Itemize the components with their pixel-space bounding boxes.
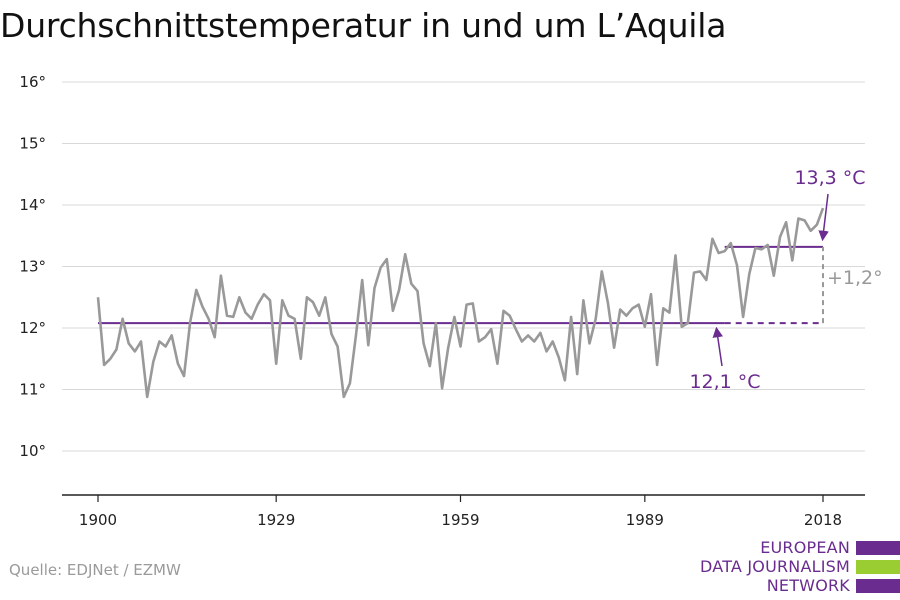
y-tick-label: 12° [19, 319, 46, 337]
annotation-delta: +1,2° [827, 267, 883, 289]
source-note: Quelle: EDJNet / EZMW [9, 561, 181, 579]
annotation-baseline-arrow [712, 326, 723, 367]
x-tick-label: 1989 [626, 511, 664, 529]
y-tick-label: 15° [19, 135, 46, 153]
logo-bar-purple-bottom [856, 579, 900, 593]
y-tick-label: 10° [19, 442, 46, 460]
grid [62, 81, 865, 452]
x-tick-label: 2018 [804, 511, 842, 529]
temperature-series-line [96, 207, 825, 399]
edjnet-logo: EUROPEAN DATA JOURNALISM NETWORK [700, 538, 900, 598]
logo-line-1: EUROPEAN [760, 538, 850, 557]
series [96, 207, 825, 399]
annotation-recent-mean: 13,3 °C [794, 167, 865, 189]
annotation-recent-arrow [818, 193, 829, 242]
y-tick-label: 14° [19, 196, 46, 214]
x-tick-label: 1959 [441, 511, 479, 529]
y-tick-label: 13° [19, 258, 46, 276]
logo-line-2: DATA JOURNALISM [700, 557, 850, 576]
logo-line-3: NETWORK [766, 576, 850, 595]
page-title: Durchschnittstemperatur in und um L’Aqui… [0, 6, 727, 45]
y-tick-label: 11° [19, 381, 46, 399]
x-tick-label: 1929 [257, 511, 295, 529]
annotations: 13,3 °C 12,1 °C +1,2° [689, 167, 882, 393]
annotation-baseline-mean: 12,1 °C [689, 371, 760, 393]
y-axis-ticks: 10° 11° 12° 13° 14° 15° 16° [19, 73, 46, 460]
reference-lines [98, 245, 824, 325]
x-tick-label: 1900 [79, 511, 117, 529]
logo-bar-purple-top [856, 541, 900, 555]
logo-bar-green [856, 560, 900, 574]
y-tick-label: 16° [19, 73, 46, 91]
x-axis: 1900 1929 1959 1989 2018 [62, 494, 865, 529]
